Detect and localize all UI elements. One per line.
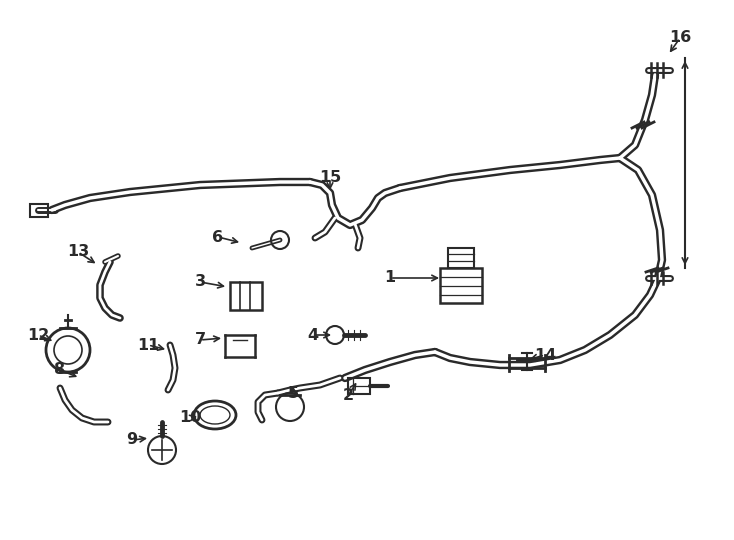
Text: 4: 4 — [308, 327, 319, 342]
Text: 2: 2 — [343, 388, 354, 403]
Text: 14: 14 — [534, 348, 556, 362]
Text: 10: 10 — [179, 410, 201, 426]
Text: 9: 9 — [126, 433, 137, 448]
Text: 12: 12 — [27, 327, 49, 342]
Text: 3: 3 — [195, 274, 206, 289]
Text: 15: 15 — [319, 171, 341, 186]
Text: 1: 1 — [385, 271, 396, 286]
Text: 5: 5 — [288, 387, 299, 402]
Text: 8: 8 — [54, 362, 65, 377]
Text: 6: 6 — [212, 230, 224, 245]
Text: 16: 16 — [669, 30, 691, 45]
Text: 7: 7 — [195, 333, 206, 348]
Text: 13: 13 — [67, 245, 89, 260]
Text: 11: 11 — [137, 338, 159, 353]
